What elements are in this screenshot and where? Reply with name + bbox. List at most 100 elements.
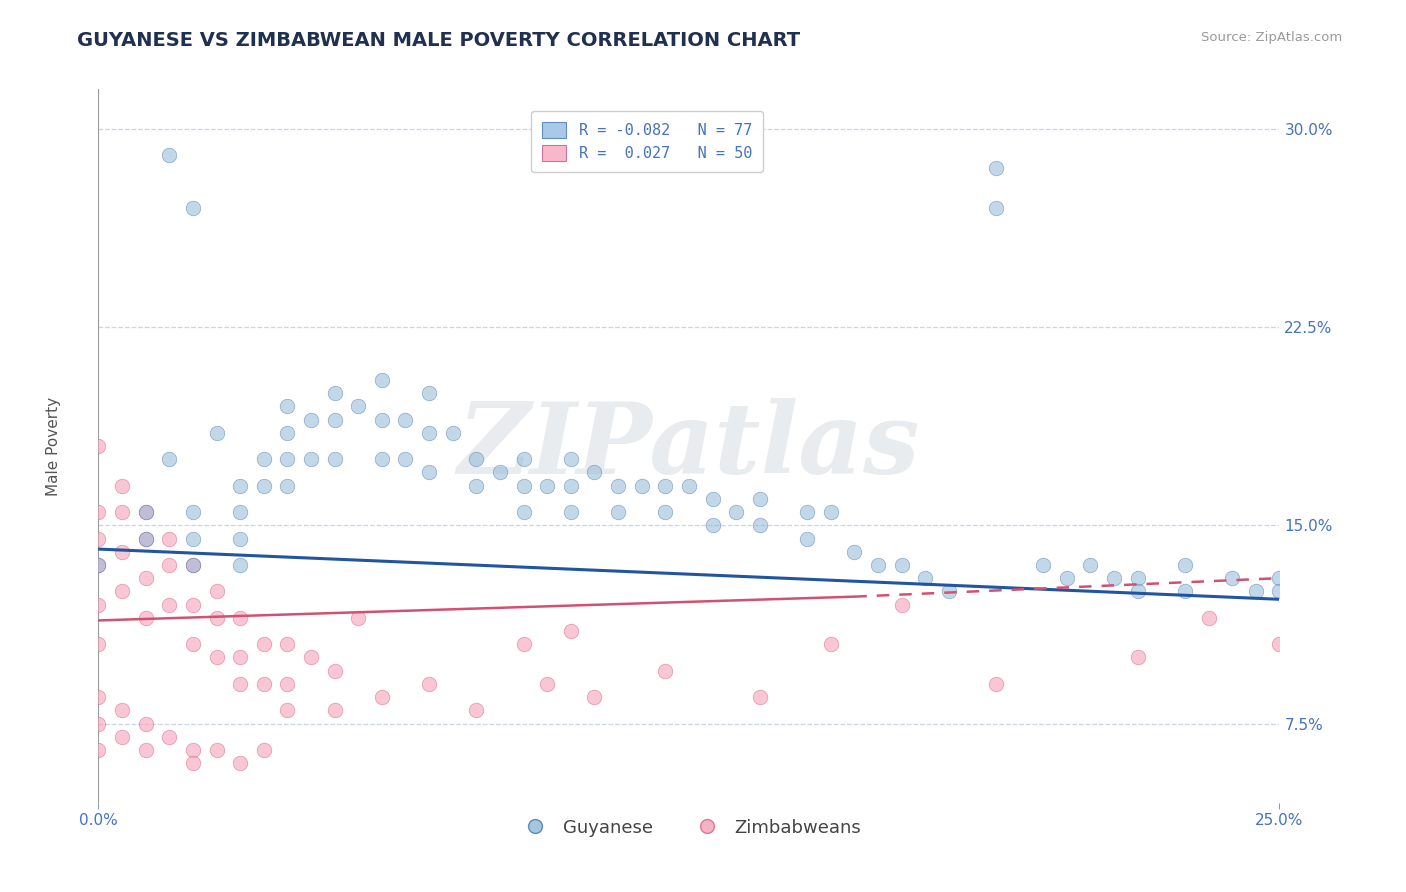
Point xyxy=(323,386,346,401)
Point xyxy=(111,584,134,599)
Text: Male Poverty: Male Poverty xyxy=(46,396,60,496)
Point xyxy=(299,452,322,467)
Point xyxy=(1102,571,1125,585)
Point xyxy=(560,505,582,519)
Point xyxy=(111,545,134,559)
Point xyxy=(394,452,416,467)
Text: Source: ZipAtlas.com: Source: ZipAtlas.com xyxy=(1202,31,1343,45)
Point xyxy=(512,478,534,492)
Point xyxy=(111,478,134,492)
Point xyxy=(890,558,912,572)
Point xyxy=(371,412,394,426)
Point xyxy=(87,558,110,572)
Point xyxy=(205,650,228,665)
Point xyxy=(87,439,110,453)
Point xyxy=(276,703,298,717)
Point xyxy=(111,730,134,744)
Point xyxy=(229,558,252,572)
Point xyxy=(135,743,157,757)
Point xyxy=(678,478,700,492)
Point xyxy=(465,452,488,467)
Point xyxy=(229,756,252,771)
Point xyxy=(111,505,134,519)
Point xyxy=(630,478,652,492)
Point xyxy=(702,491,724,506)
Point xyxy=(654,664,676,678)
Point xyxy=(725,505,748,519)
Point xyxy=(229,611,252,625)
Point xyxy=(748,690,770,704)
Point xyxy=(135,505,157,519)
Point xyxy=(536,677,558,691)
Point xyxy=(512,637,534,651)
Point xyxy=(748,491,770,506)
Point xyxy=(181,532,204,546)
Point xyxy=(1126,650,1149,665)
Point xyxy=(844,545,866,559)
Point xyxy=(253,452,276,467)
Point xyxy=(654,505,676,519)
Point xyxy=(796,532,818,546)
Point xyxy=(536,478,558,492)
Point xyxy=(1174,584,1197,599)
Point xyxy=(87,598,110,612)
Point xyxy=(323,664,346,678)
Point xyxy=(465,703,488,717)
Text: ZIPatlas: ZIPatlas xyxy=(458,398,920,494)
Point xyxy=(253,743,276,757)
Point xyxy=(87,558,110,572)
Point xyxy=(181,637,204,651)
Point xyxy=(984,201,1007,215)
Point xyxy=(229,505,252,519)
Point xyxy=(157,730,180,744)
Point xyxy=(371,373,394,387)
Point xyxy=(1174,558,1197,572)
Point xyxy=(418,677,440,691)
Point xyxy=(418,425,440,440)
Point xyxy=(135,716,157,731)
Point xyxy=(157,452,180,467)
Point xyxy=(135,532,157,546)
Point xyxy=(135,611,157,625)
Point xyxy=(229,677,252,691)
Point xyxy=(560,452,582,467)
Point xyxy=(276,478,298,492)
Point xyxy=(914,571,936,585)
Point xyxy=(654,478,676,492)
Point xyxy=(276,637,298,651)
Point xyxy=(299,650,322,665)
Point xyxy=(560,624,582,638)
Point xyxy=(181,558,204,572)
Point xyxy=(984,161,1007,176)
Point xyxy=(938,584,960,599)
Point xyxy=(135,571,157,585)
Point xyxy=(890,598,912,612)
Point xyxy=(253,637,276,651)
Point xyxy=(323,412,346,426)
Point xyxy=(1032,558,1054,572)
Point xyxy=(205,611,228,625)
Point xyxy=(394,412,416,426)
Point xyxy=(583,690,606,704)
Point xyxy=(560,478,582,492)
Point xyxy=(371,690,394,704)
Point xyxy=(371,452,394,467)
Point xyxy=(253,478,276,492)
Point xyxy=(205,743,228,757)
Point xyxy=(1056,571,1078,585)
Point xyxy=(205,584,228,599)
Point xyxy=(1220,571,1243,585)
Point xyxy=(796,505,818,519)
Point xyxy=(418,466,440,480)
Point xyxy=(135,505,157,519)
Point xyxy=(489,466,512,480)
Point xyxy=(157,148,180,162)
Point xyxy=(418,386,440,401)
Point xyxy=(465,478,488,492)
Point xyxy=(1244,584,1267,599)
Point xyxy=(205,425,228,440)
Point xyxy=(157,532,180,546)
Point xyxy=(820,505,842,519)
Point xyxy=(512,505,534,519)
Point xyxy=(181,743,204,757)
